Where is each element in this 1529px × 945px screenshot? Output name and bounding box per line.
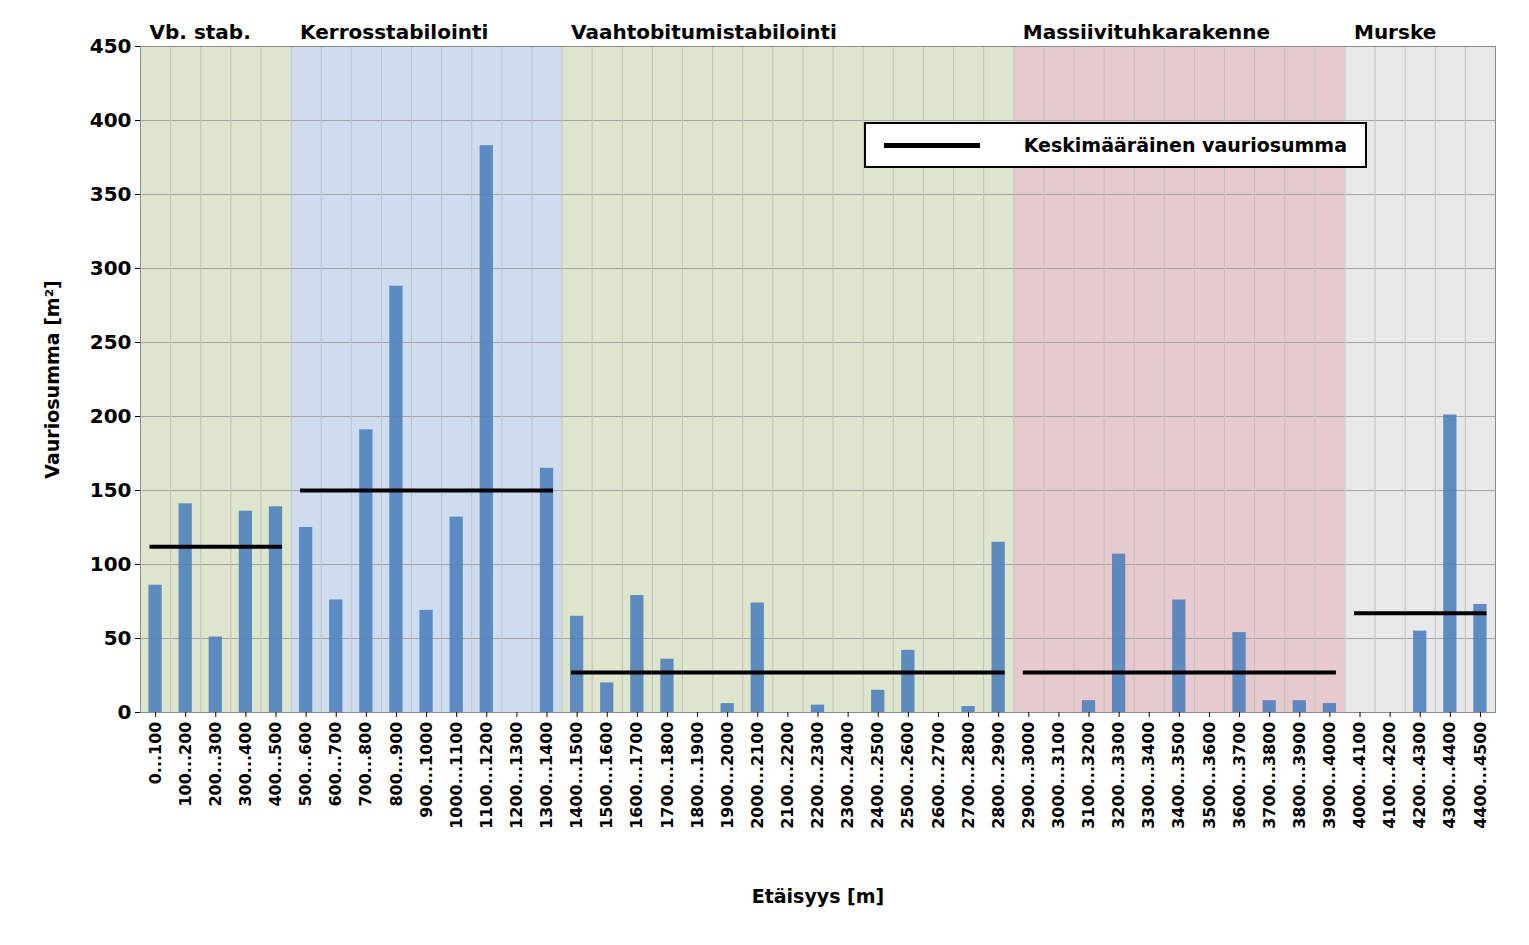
svg-text:400: 400 (90, 108, 132, 132)
svg-text:1600...1700: 1600...1700 (627, 722, 646, 829)
svg-text:500...600: 500...600 (296, 722, 315, 807)
svg-text:1800...1900: 1800...1900 (688, 722, 707, 829)
html-text:Keskimääräinen vauriosumma: Keskimääräinen vauriosumma (1023, 134, 1347, 156)
svg-text:Vb. stab.: Vb. stab. (150, 20, 251, 44)
svg-text:350: 350 (90, 182, 132, 206)
svg-text:100...200: 100...200 (176, 722, 195, 807)
svg-text:3300...3400: 3300...3400 (1139, 722, 1158, 829)
svg-text:300...400: 300...400 (236, 722, 255, 807)
svg-text:600...700: 600...700 (326, 722, 345, 807)
svg-text:1000...1100: 1000...1100 (447, 722, 466, 829)
svg-text:2400...2500: 2400...2500 (868, 722, 887, 829)
svg-text:4400...4500: 4400...4500 (1471, 722, 1490, 829)
svg-text:2000...2100: 2000...2100 (748, 722, 767, 829)
svg-text:2100...2200: 2100...2200 (778, 722, 797, 829)
svg-text:2500...2600: 2500...2600 (898, 722, 917, 829)
svg-text:3800...3900: 3800...3900 (1290, 722, 1309, 829)
svg-text:1300...1400: 1300...1400 (537, 722, 556, 829)
svg-text:900...1000: 900...1000 (417, 722, 436, 818)
svg-text:3700...3800: 3700...3800 (1260, 722, 1279, 829)
svg-text:Vauriosumma [m²]: Vauriosumma [m²] (41, 280, 63, 478)
svg-text:2700...2800: 2700...2800 (959, 722, 978, 829)
svg-text:3000...3100: 3000...3100 (1049, 722, 1068, 829)
svg-text:1400...1500: 1400...1500 (567, 722, 586, 829)
svg-text:4200...4300: 4200...4300 (1410, 722, 1429, 829)
svg-text:400...500: 400...500 (266, 722, 285, 807)
svg-text:200: 200 (90, 404, 132, 428)
svg-text:50: 50 (104, 626, 132, 650)
svg-text:Kerrosstabilointi: Kerrosstabilointi (300, 20, 488, 44)
svg-text:150: 150 (90, 478, 132, 502)
svg-text:Etäisyys [m]: Etäisyys [m] (752, 885, 885, 907)
svg-text:0...100: 0...100 (146, 722, 165, 785)
svg-text:4000...4100: 4000...4100 (1350, 722, 1369, 829)
svg-text:3500...3600: 3500...3600 (1200, 722, 1219, 829)
svg-text:2600...2700: 2600...2700 (929, 722, 948, 829)
svg-text:Murske: Murske (1354, 20, 1436, 44)
svg-text:3200...3300: 3200...3300 (1109, 722, 1128, 829)
svg-text:300: 300 (90, 256, 132, 280)
svg-text:2800...2900: 2800...2900 (989, 722, 1008, 829)
svg-text:Vaahtobitumistabilointi: Vaahtobitumistabilointi (571, 20, 837, 44)
svg-text:100: 100 (90, 552, 132, 576)
svg-text:1900...2000: 1900...2000 (718, 722, 737, 829)
svg-text:3100...3200: 3100...3200 (1079, 722, 1098, 829)
svg-text:3600...3700: 3600...3700 (1230, 722, 1249, 829)
svg-text:Massiivituhkarakenne: Massiivituhkarakenne (1023, 20, 1270, 44)
svg-text:4100...4200: 4100...4200 (1380, 722, 1399, 829)
svg-text:700...800: 700...800 (356, 722, 375, 807)
svg-text:200...300: 200...300 (206, 722, 225, 807)
svg-text:1500...1600: 1500...1600 (597, 722, 616, 829)
svg-text:4300...4400: 4300...4400 (1440, 722, 1459, 829)
svg-text:3900...4000: 3900...4000 (1320, 722, 1339, 829)
svg-text:0: 0 (118, 700, 132, 724)
svg-text:2300...2400: 2300...2400 (838, 722, 857, 829)
svg-text:450: 450 (90, 34, 132, 58)
svg-text:250: 250 (90, 330, 132, 354)
svg-text:3400...3500: 3400...3500 (1169, 722, 1188, 829)
svg-text:2900...3000: 2900...3000 (1019, 722, 1038, 829)
svg-text:1100...1200: 1100...1200 (477, 722, 496, 829)
svg-text:800...900: 800...900 (387, 722, 406, 807)
svg-text:2200...2300: 2200...2300 (808, 722, 827, 829)
svg-text:1200...1300: 1200...1300 (507, 722, 526, 829)
svg-text:1700...1800: 1700...1800 (658, 722, 677, 829)
